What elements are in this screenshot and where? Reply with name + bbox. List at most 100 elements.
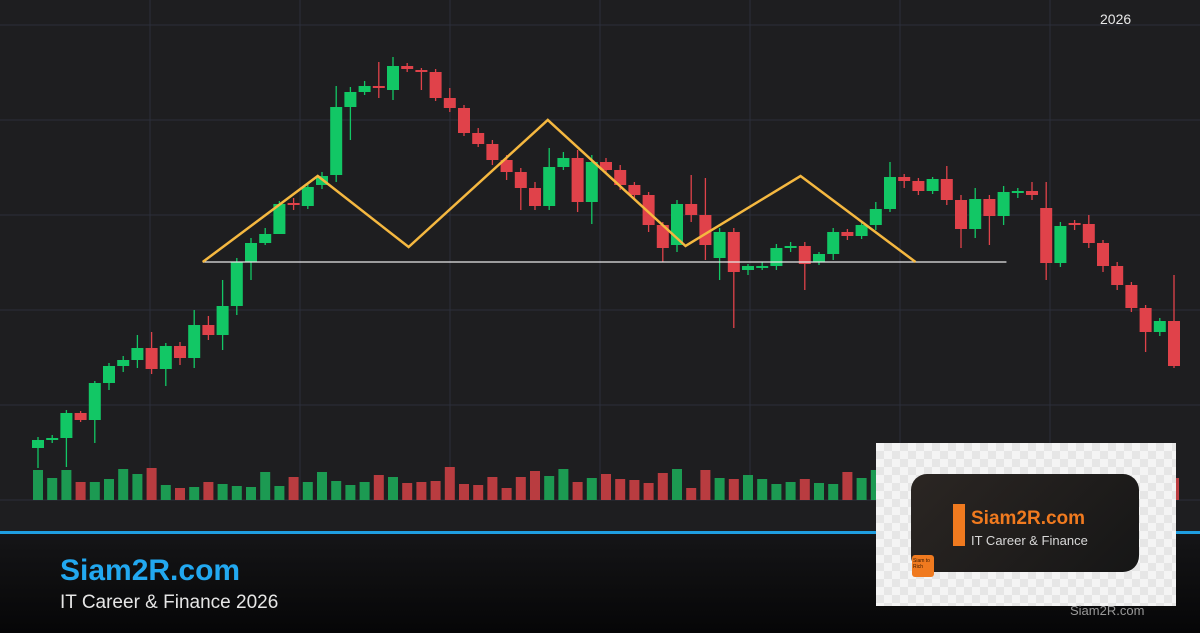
volume-bar <box>132 474 143 500</box>
volume-bar <box>246 487 256 500</box>
logo-overlay: Siam2R.com IT Career & Finance Siam to R… <box>876 443 1176 606</box>
volume-bar <box>714 478 725 500</box>
candle-down <box>642 195 655 225</box>
candle-down <box>500 160 513 172</box>
volume-bar <box>700 470 711 500</box>
candle-up <box>259 234 272 243</box>
volume-bar <box>231 486 242 500</box>
volume-bar <box>686 488 697 500</box>
candle-up <box>159 346 172 369</box>
candle-down <box>472 133 485 144</box>
volume-bar <box>601 474 611 500</box>
candle-down <box>614 170 627 185</box>
candle-down <box>1168 321 1180 366</box>
volume-bar <box>331 481 342 500</box>
volume-bar <box>104 479 114 500</box>
volume-bar <box>501 488 512 500</box>
volume-bar <box>33 470 43 500</box>
volume-bar <box>89 482 100 500</box>
candle-up <box>216 306 229 335</box>
candle-down <box>798 246 811 264</box>
volume-bar <box>586 478 597 500</box>
logo-badge: Siam to Rich <box>912 555 934 577</box>
candle-down <box>841 232 854 236</box>
candle-down <box>458 108 470 133</box>
volume-bar <box>728 479 739 500</box>
candle-down <box>1125 285 1138 308</box>
candle-up <box>784 246 797 248</box>
volume-bar <box>629 480 640 500</box>
volume-bar <box>643 483 654 500</box>
candle-down <box>727 232 740 272</box>
volume-bar <box>487 477 498 500</box>
volume-bar <box>828 484 839 500</box>
volume-bar <box>47 478 58 500</box>
candle-down <box>443 98 456 108</box>
volume-bar <box>814 483 824 500</box>
volume-bar <box>217 484 228 500</box>
volume-bar <box>459 484 469 500</box>
brand-name: Siam2R.com <box>60 554 241 587</box>
candle-down <box>699 215 712 245</box>
volume-bar <box>203 482 214 500</box>
volume-bar <box>856 478 867 500</box>
volume-bar <box>558 469 569 500</box>
candle-down <box>685 204 698 215</box>
candle-up <box>330 107 343 175</box>
candle-down <box>514 172 527 188</box>
candle-up <box>869 209 882 225</box>
volume-bar <box>743 475 753 500</box>
logo-subtitle: IT Career & Finance <box>971 533 1088 548</box>
candle-up <box>926 179 939 191</box>
candle-up <box>387 66 399 90</box>
volume-bar <box>430 481 441 500</box>
candle-up <box>813 254 825 262</box>
candle-down <box>145 348 158 369</box>
candle-up <box>557 158 570 167</box>
candle-up <box>344 92 357 107</box>
candle-down <box>898 177 911 181</box>
volume-bar <box>189 487 200 500</box>
volume-bar <box>444 467 455 500</box>
volume-bar <box>771 484 782 500</box>
volume-bar <box>302 482 313 500</box>
candle-down <box>983 199 996 216</box>
volume-bar <box>288 477 299 500</box>
candle-down <box>429 72 442 98</box>
candle-up <box>543 167 556 206</box>
candle-up <box>117 360 130 366</box>
candle-down <box>486 144 499 160</box>
volume-bar <box>75 482 86 500</box>
candle-up <box>301 187 314 206</box>
volume-bar <box>530 471 540 500</box>
candle-up <box>770 248 783 266</box>
candle-down <box>628 185 641 195</box>
candle-down <box>287 203 300 205</box>
candle-up <box>188 325 201 358</box>
volume-bar <box>118 469 129 500</box>
candle-down <box>529 188 541 206</box>
candle-up <box>713 232 726 258</box>
candle-up <box>756 266 769 268</box>
candle-down <box>202 325 215 335</box>
tagline: IT Career & Finance 2026 <box>60 592 279 613</box>
volume-bar <box>757 479 768 500</box>
volume-bar <box>175 488 185 500</box>
candle-down <box>1068 223 1081 225</box>
candle-down <box>1097 243 1109 266</box>
candle-up <box>131 348 144 360</box>
candle-up <box>32 440 44 448</box>
volume-bar <box>402 483 413 500</box>
candle-down <box>1082 224 1095 243</box>
candle-up <box>997 192 1010 216</box>
candle-down <box>571 158 584 202</box>
candle-down <box>415 70 428 72</box>
candle-up <box>245 243 257 262</box>
candle-up <box>585 162 598 202</box>
volume-bar <box>359 482 370 500</box>
volume-bar <box>373 475 384 500</box>
candle-down <box>912 181 925 191</box>
candle-up <box>358 86 371 92</box>
volume-bar <box>785 482 796 500</box>
candle-up <box>46 438 59 440</box>
